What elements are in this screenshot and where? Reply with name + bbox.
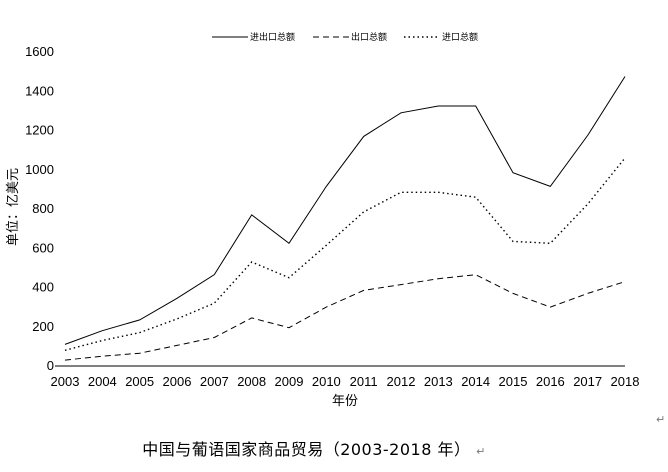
- x-tick-label: 2005: [125, 374, 154, 389]
- y-tick-label: 1200: [25, 123, 54, 138]
- y-tick-label: 1600: [25, 44, 54, 59]
- series-line-1: [64, 76, 626, 345]
- x-tick-label: 2008: [237, 374, 266, 389]
- y-tick-label: 200: [32, 319, 54, 334]
- caption-paragraph-mark: ↵: [476, 445, 486, 458]
- series-layer: [64, 76, 626, 361]
- x-tick-label: 2004: [88, 374, 117, 389]
- y-tick-label: 1000: [25, 162, 54, 177]
- y-tick-label: 800: [32, 201, 54, 216]
- y-axis-ticks: 0 200 400 600 800 1000 1200 1400 1600: [25, 44, 54, 373]
- legend-label-1: 进出口总额: [250, 31, 295, 43]
- y-tick-label: 400: [32, 280, 54, 295]
- x-tick-label: 2009: [275, 374, 304, 389]
- x-tick-label: 2018: [611, 374, 640, 389]
- series-line-3: [64, 157, 626, 351]
- y-tick-label: 600: [32, 240, 54, 255]
- line-chart: 进出口总额 出口总额 进口总额 0 200 400 600 800 1000 1200 1400 1…: [6, 31, 640, 409]
- chart-caption: 中国与葡语国家商品贸易（2003-2018 年） ↵: [0, 436, 668, 460]
- x-axis-label: 年份: [332, 394, 358, 409]
- x-tick-label: 2006: [163, 374, 192, 389]
- series-line-2: [64, 274, 626, 361]
- x-tick-label: 2015: [499, 374, 528, 389]
- paragraph-mark: ↵: [656, 413, 666, 426]
- x-tick-label: 2003: [51, 374, 80, 389]
- y-axis-label: 单位：亿美元: [6, 168, 21, 246]
- legend: 进出口总额 出口总额 进口总额: [212, 31, 478, 43]
- x-tick-label: 2010: [312, 374, 341, 389]
- legend-label-3: 进口总额: [442, 31, 478, 43]
- x-tick-label: 2012: [387, 374, 416, 389]
- x-tick-label: 2016: [536, 374, 565, 389]
- y-tick-label: 1400: [25, 83, 54, 98]
- x-tick-label: 2017: [573, 374, 602, 389]
- x-tick-label: 2007: [200, 374, 229, 389]
- x-axis-ticks: 2003 2004 2005 2006 2007 2008 2009 2010 2011 2012…: [51, 374, 640, 389]
- y-tick-label: 0: [47, 358, 54, 373]
- x-tick-label: 2014: [461, 374, 490, 389]
- x-tick-label: 2011: [350, 374, 378, 389]
- x-tick-label: 2013: [424, 374, 453, 389]
- caption-text: 中国与葡语国家商品贸易（2003-2018 年）: [142, 440, 471, 459]
- legend-label-2: 出口总额: [351, 31, 387, 43]
